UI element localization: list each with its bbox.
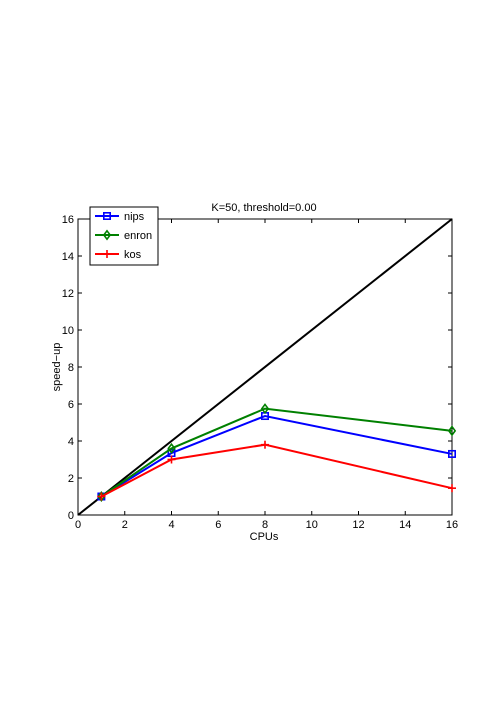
ideal-speedup-line — [77, 218, 453, 516]
plot-area: 0 2 4 6 8 10 12 14 16 0 2 4 6 8 10 12 14 16 — [62, 214, 458, 531]
chart-title: K=50, threshold=0.00 — [211, 202, 316, 214]
data-point-kos — [261, 440, 269, 449]
data-point-enron — [167, 442, 176, 454]
y-axis-label: speed−up — [51, 343, 63, 392]
series-enron — [97, 403, 457, 503]
data-point-kos — [97, 492, 106, 501]
x-tick-label: 2 — [122, 519, 128, 531]
legend-marker — [102, 229, 112, 241]
y-tick-label: 4 — [68, 436, 74, 448]
x-tick-label: 10 — [306, 519, 318, 531]
y-tick-label: 14 — [62, 251, 74, 263]
legend-item-enron: enron — [95, 229, 152, 242]
x-tick-label: 0 — [75, 519, 81, 531]
y-tick-label: 8 — [68, 362, 74, 374]
data-point-nips — [447, 449, 456, 458]
series-line-kos — [100, 443, 453, 498]
x-axis-label: CPUs — [250, 531, 279, 543]
legend-marker — [103, 250, 111, 258]
y-tick-label: 6 — [68, 399, 74, 411]
series-kos — [97, 440, 456, 501]
legend-label: kos — [124, 249, 142, 261]
y-tick-label: 10 — [62, 325, 74, 337]
x-tick-label: 6 — [215, 519, 221, 531]
legend: nips enron kos — [89, 206, 159, 266]
data-point-kos — [448, 484, 456, 493]
data-point-kos — [167, 455, 176, 464]
x-tick-label: 16 — [446, 519, 458, 531]
series-line-enron — [100, 407, 453, 498]
y-tick-label: 0 — [68, 510, 74, 522]
series-line-nips — [100, 414, 453, 498]
x-tick-label: 8 — [262, 519, 268, 531]
y-tick-label: 12 — [62, 288, 74, 300]
legend-label: enron — [124, 230, 152, 242]
legend-item-nips: nips — [95, 211, 145, 223]
x-tick-label: 12 — [352, 519, 364, 531]
y-tick-label: 2 — [68, 473, 74, 485]
data-point-enron — [447, 425, 457, 437]
legend-marker — [103, 212, 112, 221]
x-tick-label: 14 — [399, 519, 411, 531]
y-tick-label: 16 — [62, 214, 74, 226]
data-point-enron — [260, 403, 270, 415]
legend-label: nips — [124, 211, 145, 223]
legend-item-kos: kos — [95, 249, 142, 261]
x-tick-label: 4 — [168, 519, 174, 531]
